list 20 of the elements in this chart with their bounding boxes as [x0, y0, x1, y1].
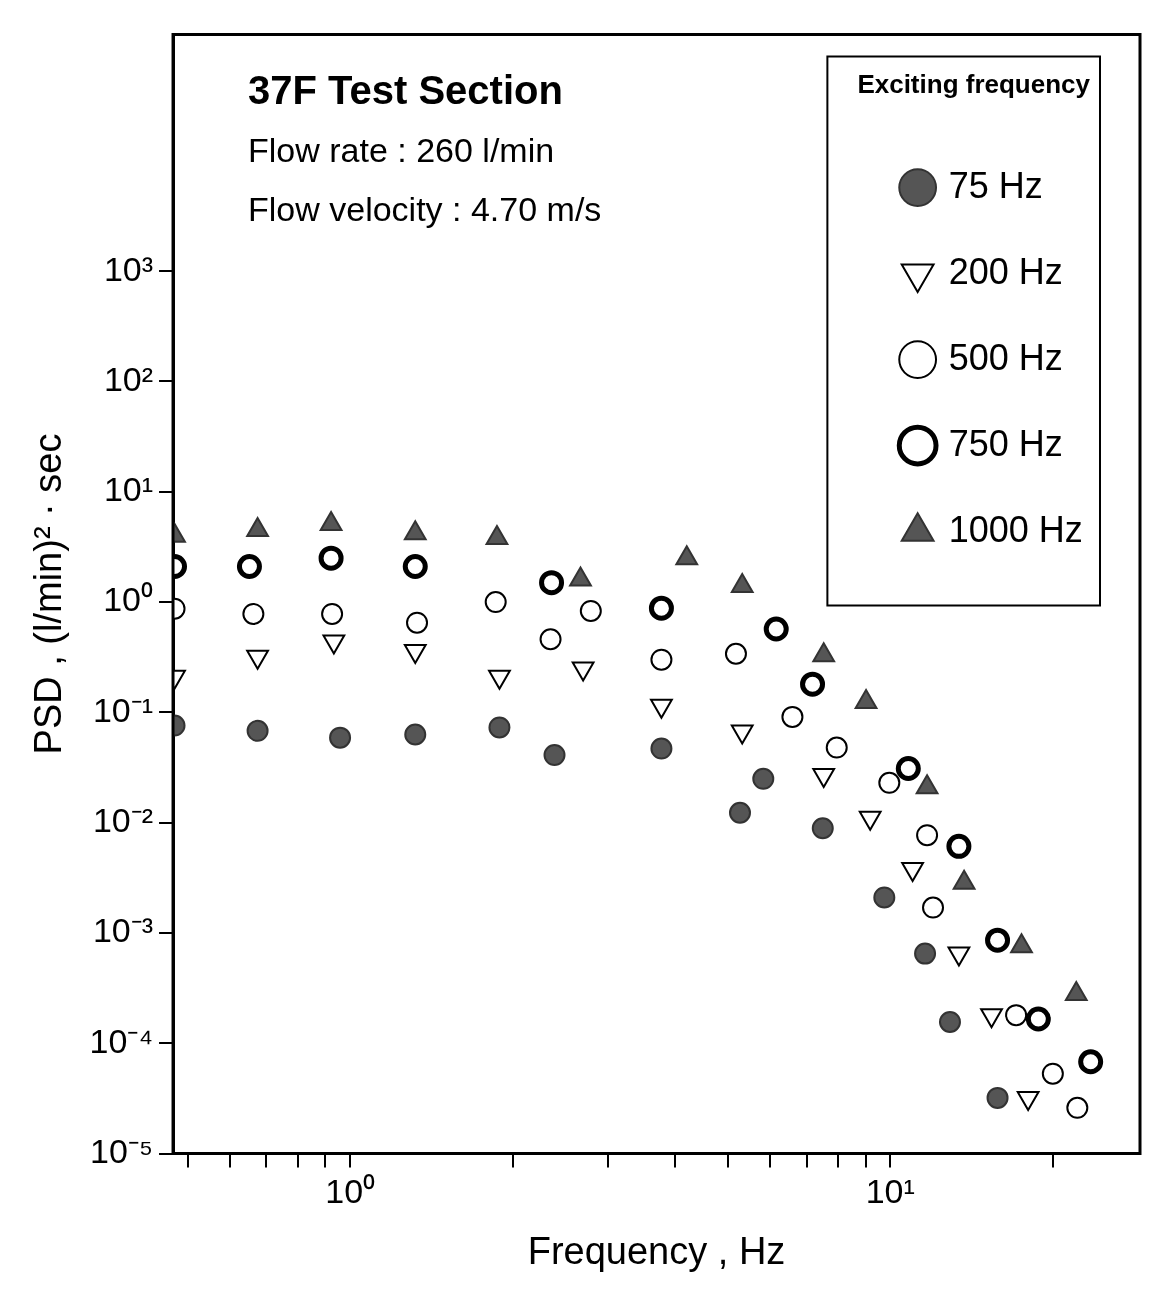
y-tick-label: 10⁻²	[92, 801, 154, 840]
y-axis-title: PSD , (l/min)² · sec	[27, 433, 70, 755]
annotation: Flow velocity : 4.70 m/s	[248, 190, 602, 229]
legend-title: Exciting frequency	[857, 68, 1091, 99]
legend-label: 75 Hz	[948, 164, 1043, 206]
y-tick-label: 10¹	[103, 470, 154, 509]
legend-label: 500 Hz	[948, 336, 1063, 378]
y-tick-label: 10³	[103, 249, 154, 288]
y-tick-label: 10⁻³	[92, 911, 154, 950]
y-tick-label: 10⁰	[103, 580, 154, 619]
y-tick-label: 10⁻⁴	[89, 1021, 154, 1060]
legend-label: 200 Hz	[948, 250, 1063, 292]
legend-label: 1000 Hz	[948, 508, 1083, 550]
text: 37F Test Section	[248, 68, 564, 113]
annotation: Flow rate : 260 l/min	[248, 131, 556, 170]
legend-label: 750 Hz	[948, 422, 1063, 464]
x-axis-title: Frequency , Hz	[527, 1229, 786, 1272]
y-tick-label: 10⁻⁵	[90, 1131, 154, 1170]
y-tick-label: 10⁻¹	[92, 690, 154, 729]
y-tick-label: 10²	[103, 359, 154, 398]
